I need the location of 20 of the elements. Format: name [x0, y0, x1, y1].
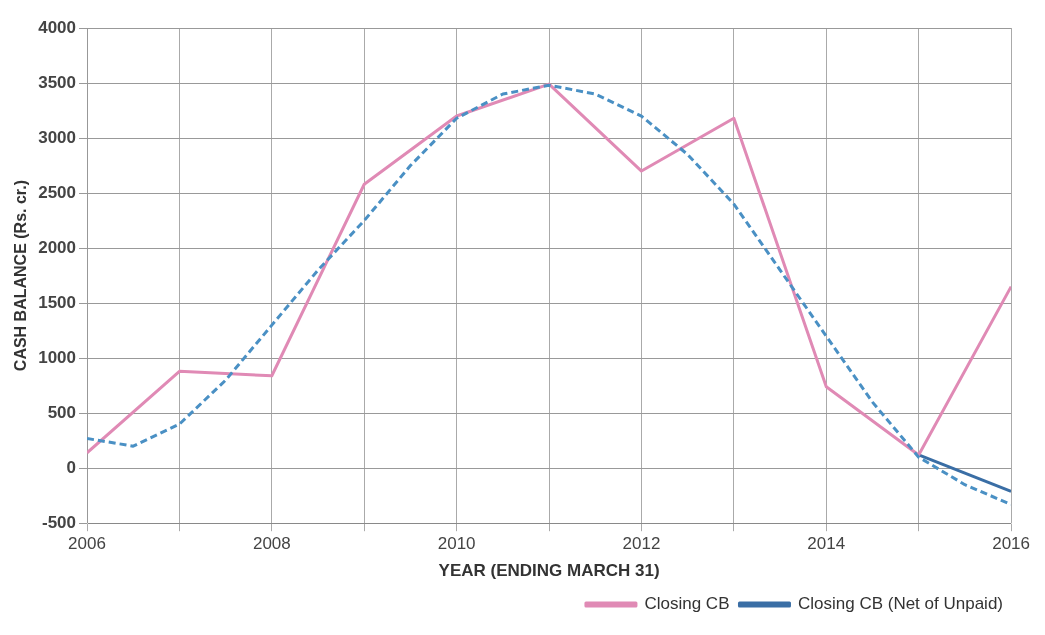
y-tick-label: -500: [41, 512, 77, 532]
legend-label: Closing CB (Net of Unpaid): [797, 594, 1003, 614]
y-tick-label: 1500: [38, 292, 77, 312]
x-tick-label: 2014: [807, 534, 846, 554]
y-tick-label: 2000: [38, 237, 77, 257]
y-tick-label: 0: [66, 457, 77, 477]
y-tick-label: 4000: [38, 17, 77, 37]
y-tick-label: 500: [47, 402, 77, 422]
x-tick-label: 2006: [68, 534, 106, 554]
y-tick-label: 1000: [38, 347, 77, 367]
x-tick-label: 2016: [992, 534, 1030, 554]
x-tick-label: 2010: [437, 534, 476, 554]
y-tick-label: 3500: [38, 72, 77, 92]
y-tick-label: 3000: [38, 127, 77, 147]
x-tick-label: 2012: [622, 534, 661, 554]
legend-label: Closing CB: [644, 594, 730, 614]
x-tick-label: 2008: [252, 534, 291, 554]
y-tick-label: 2500: [38, 182, 77, 202]
x-axis-title: YEAR (ENDING MARCH 31): [438, 561, 660, 581]
y-axis-title: CASH BALANCE (Rs. cr.): [12, 180, 30, 372]
